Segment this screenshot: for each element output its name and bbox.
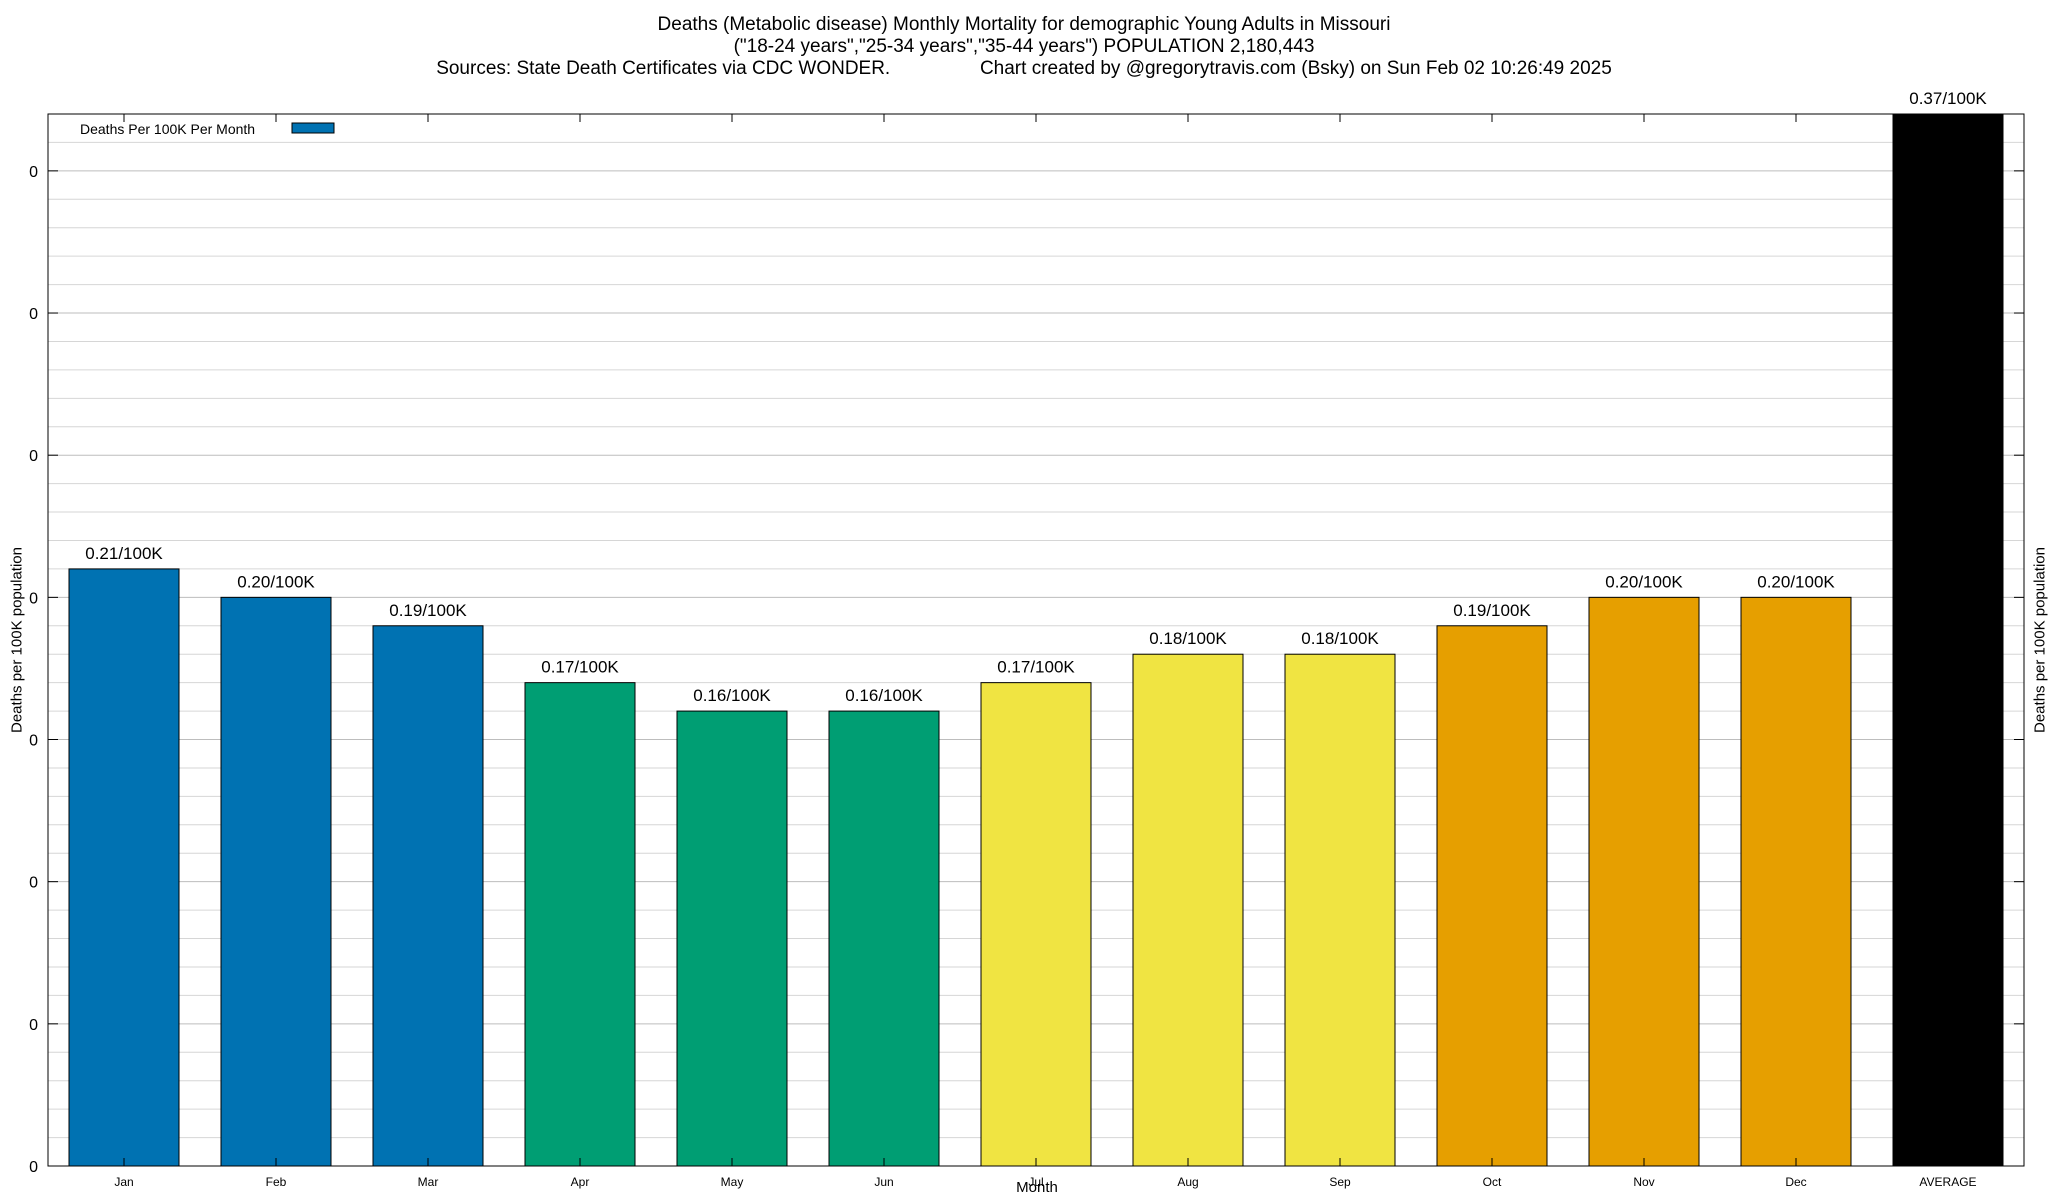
data-label: 0.37/100K bbox=[1909, 89, 1987, 108]
x-tick-label: Sep bbox=[1329, 1175, 1351, 1189]
data-label: 0.17/100K bbox=[541, 658, 619, 677]
bar-jul bbox=[980, 682, 1092, 1167]
y-tick-label: 0 bbox=[29, 590, 38, 607]
chart-title: Deaths (Metabolic disease) Monthly Morta… bbox=[0, 14, 2048, 80]
bar-feb bbox=[220, 596, 332, 1167]
data-label: 0.20/100K bbox=[1605, 572, 1683, 591]
bar-oct bbox=[1436, 625, 1548, 1167]
x-tick-label: Apr bbox=[571, 1175, 590, 1189]
bar-dec bbox=[1740, 596, 1852, 1167]
legend-swatch bbox=[291, 122, 335, 134]
x-tick-label: Feb bbox=[266, 1175, 287, 1189]
bar-apr bbox=[524, 682, 636, 1167]
data-label: 0.21/100K bbox=[85, 544, 163, 563]
x-tick-label: Aug bbox=[1177, 1175, 1198, 1189]
y2-axis-label: Deaths per 100K population bbox=[2031, 547, 2048, 733]
plot-frame bbox=[47, 113, 2025, 1167]
x-tick-label: Jul bbox=[1028, 1175, 1043, 1189]
bar-jun bbox=[828, 710, 940, 1167]
data-label: 0.16/100K bbox=[845, 686, 923, 705]
data-label: 0.16/100K bbox=[693, 686, 771, 705]
y-tick-label: 0 bbox=[29, 448, 38, 465]
data-label: 0.17/100K bbox=[997, 658, 1075, 677]
bar-average bbox=[1892, 113, 2004, 1167]
x-tick-label: Jun bbox=[874, 1175, 893, 1189]
x-tick-label: Jan bbox=[114, 1175, 133, 1189]
legend-label: Deaths Per 100K Per Month bbox=[80, 121, 255, 137]
x-tick-label: Nov bbox=[1633, 1175, 1654, 1189]
bar-sep bbox=[1284, 653, 1396, 1167]
bar-aug bbox=[1132, 653, 1244, 1167]
y-tick-label: 0 bbox=[29, 1159, 38, 1176]
y-tick-label: 0 bbox=[29, 164, 38, 181]
x-tick-label: Mar bbox=[418, 1175, 439, 1189]
y-tick-label: 0 bbox=[29, 306, 38, 323]
data-label: 0.19/100K bbox=[389, 601, 467, 620]
bar-nov bbox=[1588, 596, 1700, 1167]
data-label: 0.18/100K bbox=[1301, 629, 1379, 648]
x-tick-label: AVERAGE bbox=[1919, 1175, 1976, 1189]
y-tick-label: 0 bbox=[29, 733, 38, 750]
bar-mar bbox=[372, 625, 484, 1167]
chart-title-line-1: Deaths (Metabolic disease) Monthly Morta… bbox=[657, 14, 1391, 35]
data-label: 0.19/100K bbox=[1453, 601, 1531, 620]
chart-source-line: Sources: State Death Certificates via CD… bbox=[436, 58, 1612, 79]
x-tick-label: May bbox=[721, 1175, 744, 1189]
y-axis-label: Deaths per 100K population bbox=[8, 547, 26, 733]
data-label: 0.18/100K bbox=[1149, 629, 1227, 648]
y-tick-label: 0 bbox=[29, 875, 38, 892]
data-label: 0.20/100K bbox=[1757, 572, 1835, 591]
bar-jan bbox=[68, 568, 180, 1167]
y-tick-label: 0 bbox=[29, 1017, 38, 1034]
x-tick-label: Oct bbox=[1483, 1175, 1502, 1189]
data-label: 0.20/100K bbox=[237, 572, 315, 591]
chart-title-line-2: ("18-24 years","25-34 years","35-44 year… bbox=[733, 36, 1315, 57]
x-tick-label: Dec bbox=[1785, 1175, 1806, 1189]
bar-may bbox=[676, 710, 788, 1167]
x-axis-label: Month bbox=[1016, 1179, 1058, 1196]
